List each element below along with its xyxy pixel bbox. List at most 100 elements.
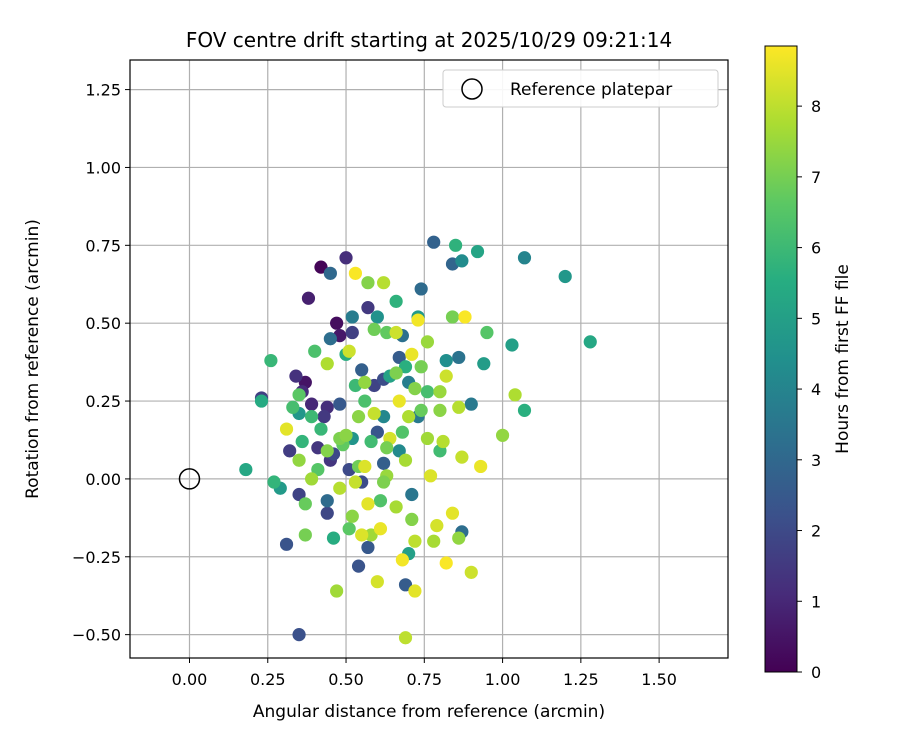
- data-point: [351, 559, 366, 573]
- legend-label: Reference platepar: [510, 80, 672, 100]
- data-point: [470, 244, 485, 259]
- data-point: [339, 251, 353, 265]
- data-point: [411, 313, 425, 327]
- data-point: [361, 497, 375, 511]
- data-point: [348, 266, 363, 280]
- data-point: [361, 540, 375, 555]
- data-point: [314, 422, 328, 436]
- colorbar-tick-label: 5: [811, 309, 821, 328]
- data-point: [464, 397, 478, 411]
- data-point: [423, 469, 438, 483]
- colorbar-label: Hours from first FF file: [833, 264, 853, 454]
- data-point: [370, 310, 384, 324]
- y-tick-label: 0.25: [85, 392, 121, 411]
- data-point: [304, 397, 319, 411]
- gridlines: [130, 60, 728, 658]
- colorbar-tick-label: 6: [811, 239, 821, 258]
- data-point: [298, 528, 312, 542]
- data-point: [414, 403, 428, 417]
- data-point: [330, 584, 344, 598]
- data-point: [405, 347, 419, 361]
- data-point: [380, 325, 394, 340]
- data-point: [298, 497, 312, 511]
- data-point: [320, 357, 334, 371]
- data-point: [292, 388, 306, 402]
- data-point: [292, 487, 306, 502]
- data-point: [439, 353, 453, 368]
- y-axis-label: Rotation from reference (arcmin): [23, 219, 43, 499]
- data-point: [289, 369, 303, 383]
- data-point: [439, 369, 453, 383]
- data-point: [427, 235, 441, 249]
- data-point: [508, 388, 522, 402]
- data-point: [361, 301, 375, 315]
- data-point: [301, 291, 316, 305]
- data-point: [408, 381, 422, 396]
- data-point: [464, 565, 478, 579]
- data-point: [355, 528, 369, 542]
- data-point: [364, 434, 378, 449]
- y-tick-label: −0.50: [72, 626, 121, 645]
- colorbar-tick-label: 8: [811, 97, 821, 116]
- data-point: [436, 434, 450, 449]
- data-point: [558, 269, 572, 284]
- data-point: [452, 400, 466, 414]
- data-point: [402, 410, 416, 424]
- data-point: [439, 556, 453, 570]
- data-point: [326, 531, 341, 545]
- data-point: [342, 522, 356, 536]
- data-point: [304, 410, 319, 424]
- data-point: [373, 522, 388, 536]
- data-point: [420, 385, 435, 399]
- colorbar-tick-label: 0: [811, 663, 821, 682]
- data-point: [304, 472, 319, 486]
- data-point: [398, 360, 413, 374]
- data-point: [254, 394, 269, 408]
- data-point: [408, 584, 422, 598]
- x-tick-label: 1.25: [563, 670, 599, 689]
- data-point: [449, 238, 463, 252]
- legend-marker-icon: [461, 78, 483, 100]
- x-tick-label: 0.00: [172, 670, 208, 689]
- data-point: [392, 350, 406, 365]
- data-point: [405, 487, 419, 502]
- data-point: [333, 397, 347, 411]
- data-point: [239, 462, 253, 477]
- data-points: [239, 235, 597, 645]
- data-point: [292, 628, 306, 642]
- x-tick-label: 0.50: [328, 670, 364, 689]
- data-point: [295, 434, 309, 449]
- y-tick-label: 0.50: [85, 314, 121, 333]
- data-point: [420, 335, 435, 349]
- data-point: [279, 537, 294, 551]
- data-point: [377, 276, 391, 290]
- colorbar: 0 1 2 3 4 5 6 7 8 Hours from first FF file: [764, 45, 853, 682]
- data-point: [430, 519, 444, 533]
- data-point: [392, 394, 406, 408]
- data-point: [364, 528, 378, 542]
- data-point: [308, 344, 322, 358]
- data-point: [367, 322, 381, 337]
- data-point: [420, 431, 435, 446]
- colorbar-gradient: [764, 45, 798, 673]
- data-point: [330, 316, 344, 330]
- data-point: [398, 578, 413, 592]
- data-point: [395, 553, 409, 567]
- data-point: [480, 325, 494, 340]
- data-point: [398, 631, 413, 645]
- data-point: [345, 509, 359, 523]
- data-point: [377, 475, 391, 489]
- data-point: [358, 459, 372, 474]
- data-point: [279, 422, 294, 436]
- data-point: [392, 444, 406, 458]
- data-point: [414, 282, 428, 296]
- data-point: [370, 425, 384, 439]
- data-point: [361, 276, 375, 290]
- data-point: [445, 506, 460, 520]
- data-point: [323, 266, 337, 280]
- x-tick-label: 0.75: [406, 670, 442, 689]
- data-point: [455, 254, 469, 268]
- data-point: [345, 310, 359, 324]
- data-point: [427, 534, 441, 548]
